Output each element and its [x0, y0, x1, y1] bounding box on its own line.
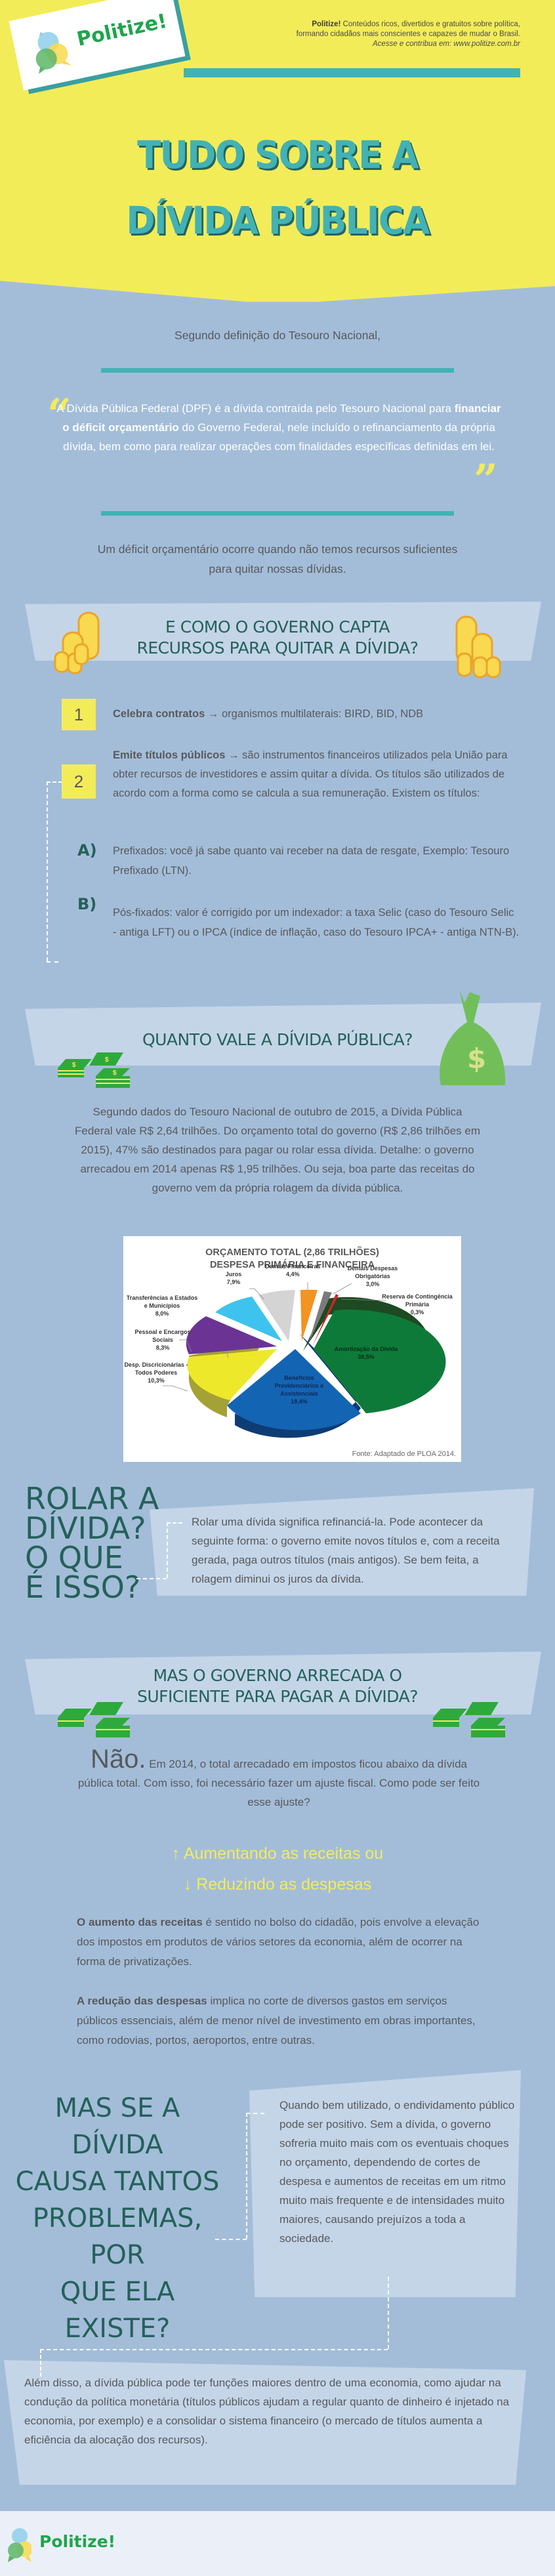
connector-line [167, 1522, 168, 1578]
close-quote-icon: ” [474, 455, 498, 505]
rolar-body: Rolar uma dívida significa refinanciá-la… [192, 1516, 500, 1585]
option-reduce-expenses: ↓ Reduzindo as despesas [183, 1875, 372, 1894]
banner-captacao [25, 602, 541, 661]
blurb-line-2: formando cidadãos mais conscientes e cap… [296, 30, 520, 38]
connector-line [215, 2239, 247, 2240]
despesas-paragraph: A redução das despesas implica no corte … [77, 1995, 476, 2046]
pie-graphic [163, 1282, 446, 1438]
connector-line [40, 2349, 388, 2350]
chart-source: Fonte: Adaptado de PLOA 2014. [352, 1450, 456, 1458]
blurb-url[interactable]: Acesse e contribua em: www.politize.com.… [373, 40, 520, 48]
subitem-letter-a: A) [77, 841, 97, 860]
definition-quote: A Dívida Pública Federal (DPF) é a dívid… [56, 402, 501, 453]
option-increase-revenue: ↑ Aumentando as receitas ou [171, 1844, 384, 1863]
speech-bubbles-icon [8, 2528, 31, 2562]
money-bag-icon: $ [440, 989, 506, 1085]
section-title-captacao: E COMO O GOVERNO CAPTA RECURSOS PARA QUI… [136, 617, 419, 657]
slice-label: Transferências a Estados e Municípios 8,0… [126, 1295, 198, 1317]
section-title-valor: QUANTO VALE A DÍVIDA PÚBLICA? [142, 1030, 413, 1049]
header-blurb: Politize! Conteúdos ricos, divertidos e … [218, 20, 520, 49]
section-title-arrecada: MAS O GOVERNO ARRECADA O SUFICIENTE PARA… [136, 1666, 419, 1706]
connector-line [246, 2113, 247, 2239]
open-quote-icon: “ [47, 390, 72, 439]
valor-body: Segundo dados do Tesouro Nacional de out… [75, 1106, 480, 1194]
existe-box [249, 2070, 521, 2297]
slice-label: Demais Financeiras 4,4% [265, 1263, 321, 1278]
page-title: TUDO SOBRE A DÍVIDA PÚBLICA [22, 122, 533, 253]
existe-extra: Além disso, a dívida pública pode ter fu… [24, 2377, 510, 2446]
svg-text:$: $ [105, 1056, 109, 1064]
connector-line [47, 781, 62, 783]
coins-stack-icon [455, 615, 501, 678]
svg-text:$: $ [113, 1070, 117, 1077]
subitem-b-text: Pós-fixados: valor é corrigido por um in… [113, 907, 520, 938]
connector-line [47, 781, 48, 961]
slice-label: Benefícios Previdenciários e Assistencia… [274, 1375, 324, 1405]
arrecada-body: Não. Em 2014, o total arrecadado em impo… [77, 1745, 480, 1808]
slice-label: Desp. Discricionárias - Todos Poderes 10,… [124, 1361, 188, 1384]
connector-line [40, 2349, 41, 2377]
heading-existe: MAS SE A DÍVIDA CAUSA TANTOS PROBLEMAS, … [15, 2093, 220, 2344]
quote-highlight: financiar o déficit orçamentário [62, 402, 501, 434]
footer: Politize! [0, 2511, 555, 2576]
budget-pie-chart: ORÇAMENTO TOTAL (2,86 TRILHÕES) DESPESA … [123, 1236, 461, 1462]
title-line-2: DÍVIDA PÚBLICA [126, 198, 430, 243]
logo-wordmark: Politize! [75, 9, 169, 51]
connector-line [47, 961, 58, 963]
answer-nao: Não. [90, 1745, 146, 1774]
footer-logo-wordmark[interactable]: Politize! [39, 2532, 116, 2551]
slice-label: Reserva de Contingência Primária 0,3% [382, 1293, 453, 1316]
step-badge-1: 1 [62, 699, 96, 730]
chart-title: ORÇAMENTO TOTAL (2,86 TRILHÕES) DESPESA … [205, 1247, 379, 1270]
money-stack-icon [433, 1702, 505, 1737]
blurb-line-1: Conteúdos ricos, divertidos e gratuitos … [340, 20, 520, 28]
svg-text:$: $ [72, 1062, 76, 1069]
header-teal-bar [184, 68, 520, 77]
politize-logo[interactable]: Politize! [9, 0, 186, 91]
divider-top [101, 368, 454, 373]
divider-bottom [101, 511, 454, 516]
connector-line [388, 2277, 389, 2349]
money-stack-icon [58, 1702, 130, 1737]
speech-bubbles-icon [35, 31, 72, 74]
receitas-paragraph: O aumento das receitas é sentido no bols… [77, 1916, 480, 1968]
svg-text:$: $ [467, 1043, 486, 1075]
connector-line [136, 1578, 167, 1579]
step-2-text: Emite títulos públicos → são instrumento… [113, 749, 508, 799]
subitem-a-text: Prefixados: você já sabe quanto vai rece… [113, 845, 510, 877]
step-1-text: Celebra contratos → organismos multilate… [113, 708, 424, 720]
connector-line [167, 1522, 182, 1524]
existe-body: Quando bem utilizado, o endividamento pú… [279, 2099, 515, 2245]
slice-label: Juros 7,9% [225, 1271, 242, 1285]
slice-label: Pessoal e Encargos Sociais 8,3% [134, 1329, 191, 1351]
slice-label: Amortização da Dívida 39,5% [334, 1346, 398, 1360]
blurb-brand: Politize! [312, 20, 341, 28]
deficit-note: Um déficit orçamentário ocorre quando nã… [97, 543, 458, 575]
coins-stack-icon [54, 612, 100, 675]
slice-label: Demais Despesas Obrigatórias 3,0% [347, 1265, 398, 1287]
title-line-1: TUDO SOBRE A [137, 133, 419, 177]
money-stack-icon: $ $ $ [58, 1052, 130, 1088]
connector-line [246, 2113, 264, 2114]
extra-box [4, 2360, 526, 2485]
step-badge-2: 2 [62, 764, 96, 799]
heading-rolar: ROLAR A DÍVIDA? O QUE É ISSO? [25, 1481, 159, 1605]
intro-lead: Segundo definição do Tesouro Nacional, [175, 329, 380, 342]
subitem-letter-b: B) [77, 895, 97, 913]
